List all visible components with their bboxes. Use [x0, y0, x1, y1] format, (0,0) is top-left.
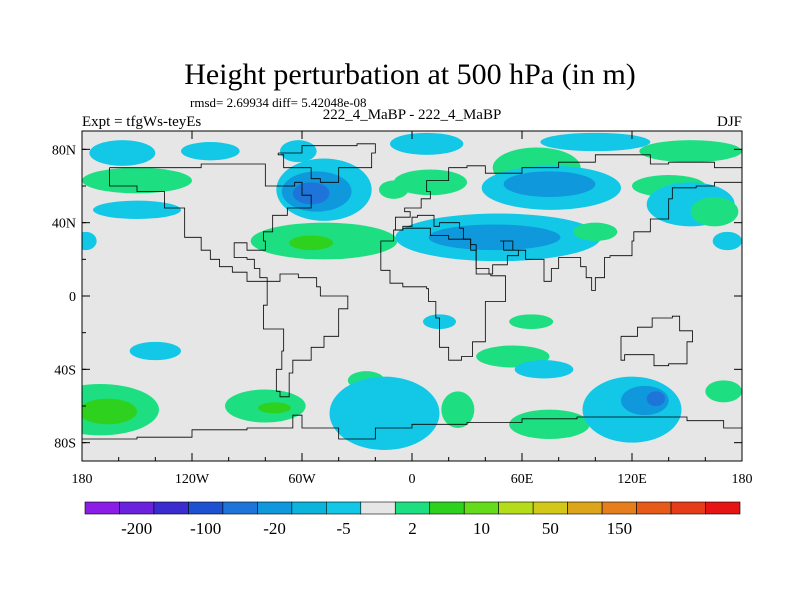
coastline-north-america — [109, 163, 312, 282]
anomaly-region-3 — [390, 132, 464, 155]
anomaly-region-27 — [509, 314, 554, 329]
season-label: DJF — [717, 114, 742, 130]
colorbar-swatch — [326, 501, 362, 515]
anomaly-region-41 — [646, 391, 665, 406]
center-label: 222_4_MaBP - 222_4_MaBP — [323, 107, 502, 123]
chart-title: Height perturbation at 500 hPa (in m) — [184, 58, 636, 91]
y-tick-label: 40N — [52, 217, 76, 232]
anomaly-region-35 — [258, 402, 291, 414]
colorbar-swatch — [153, 501, 189, 515]
colorbar-swatch — [498, 501, 534, 515]
experiment-label: Expt = tfgWs-teyEs — [82, 114, 201, 130]
colorbar-label: -5 — [336, 519, 350, 538]
anomaly-region-7 — [93, 200, 181, 219]
anomaly-region-36 — [329, 376, 440, 451]
x-tick-label: 120E — [617, 472, 647, 487]
anomaly-region-42 — [705, 380, 742, 403]
y-tick-label: 40S — [54, 363, 76, 378]
colorbar-swatch — [222, 501, 258, 515]
anomaly-region-37 — [441, 391, 475, 428]
y-tick-label: 80N — [52, 143, 76, 158]
colorbar-label: 2 — [408, 519, 417, 538]
colorbar-swatch — [532, 501, 568, 515]
y-tick-label: 80S — [54, 437, 76, 452]
coastline-antarctica — [82, 414, 742, 440]
anomaly-region-2 — [280, 140, 317, 163]
colorbar-label: 50 — [542, 519, 559, 538]
colorbar-swatch — [567, 501, 603, 515]
anomaly-region-1 — [181, 142, 240, 161]
anomaly-region-4 — [540, 132, 651, 152]
anomaly-region-31 — [514, 360, 574, 379]
anomaly-region-14 — [289, 235, 334, 251]
colorbar-label: -200 — [121, 519, 152, 538]
colorbar-swatch — [601, 501, 637, 515]
x-tick-label: 120W — [175, 472, 210, 487]
anomaly-region-25 — [712, 231, 742, 251]
x-tick-label: 60E — [511, 472, 534, 487]
colorbar-swatch — [705, 501, 741, 515]
x-tick-label: 180 — [72, 472, 93, 487]
colorbar-swatch — [463, 501, 499, 515]
colorbar-swatch — [119, 501, 155, 515]
anomaly-region-38 — [509, 409, 590, 440]
anomaly-region-21 — [573, 222, 618, 241]
colorbar-swatch — [84, 501, 120, 515]
anomaly-region-33 — [82, 398, 137, 425]
coastline-australia — [620, 315, 693, 367]
colorbar-swatch — [188, 501, 224, 515]
colorbar-swatch — [429, 501, 465, 515]
colorbar-label: -20 — [263, 519, 286, 538]
anomaly-region-24 — [690, 197, 739, 227]
colorbar-swatch — [670, 501, 706, 515]
colorbar: -200 -100 -20 -5 2 10 50 150 — [84, 501, 741, 538]
coastline-south-america — [263, 273, 349, 398]
colorbar-swatch — [636, 501, 672, 515]
coastline-africa — [380, 227, 506, 361]
anomaly-region-8 — [82, 231, 97, 251]
colorbar-swatch — [291, 501, 327, 515]
x-axis: 180 120W 60W 0 60E 120E 180 — [72, 131, 753, 487]
anomaly-region-5 — [639, 140, 742, 163]
anomaly-region-20 — [428, 224, 561, 251]
anomaly-region-18 — [503, 171, 596, 198]
colorbar-label: 150 — [607, 519, 633, 538]
colorbar-label: -100 — [190, 519, 221, 538]
coastline-greenland — [277, 143, 376, 183]
x-tick-label: 180 — [732, 472, 753, 487]
anomaly-region-28 — [129, 341, 181, 361]
colorbar-swatch — [394, 501, 431, 515]
y-tick-label: 0 — [69, 290, 76, 305]
x-tick-label: 0 — [409, 472, 416, 487]
colorbar-swatch — [257, 501, 293, 515]
coastlines — [82, 143, 742, 440]
stats-text: rmsd= 2.69934 diff= 5.42048e-08 — [190, 95, 367, 110]
contour-fills — [82, 132, 742, 451]
colorbar-label: 10 — [473, 519, 490, 538]
colorbar-swatch — [360, 501, 396, 515]
y-axis: 80N 40N 0 40S 80S — [52, 143, 742, 452]
x-tick-label: 60W — [288, 472, 316, 487]
anomaly-region-0 — [89, 140, 156, 166]
